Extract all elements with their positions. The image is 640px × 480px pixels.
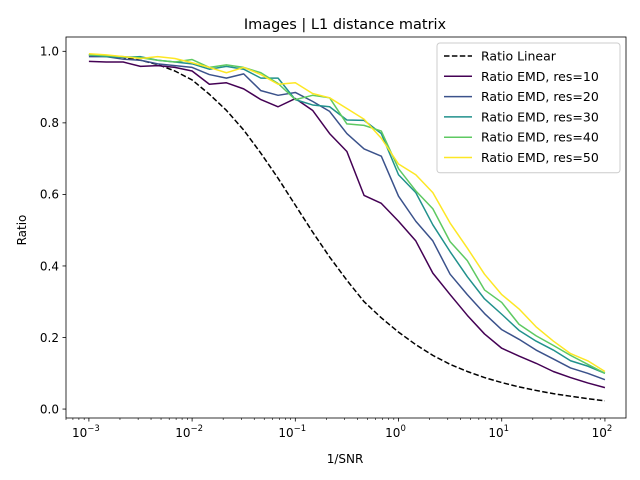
legend-label-4: Ratio EMD, res=40 [481, 130, 599, 145]
legend-label-3: Ratio EMD, res=30 [481, 109, 599, 124]
series-line-2 [88, 55, 606, 381]
x-tick-label-3: 100 [385, 424, 406, 440]
legend-label-0: Ratio Linear [481, 49, 557, 64]
y-axis-title: Ratio [15, 215, 29, 246]
legend-label-2: Ratio EMD, res=20 [481, 89, 599, 104]
legend-box [436, 42, 621, 174]
axes: 10−3 10−2 10−1 100 101 102 0.0 0.2 0.4 0.6 0.8 1.0 [40, 36, 627, 440]
chart-title: Images | L1 distance matrix [244, 17, 447, 33]
y-tick-label-3: 0.6 [40, 188, 59, 202]
legend-label-1: Ratio EMD, res=10 [481, 69, 599, 84]
y-tick-label-4: 0.8 [40, 116, 59, 130]
plot-area [88, 53, 606, 402]
x-tick-label-5: 102 [592, 424, 613, 440]
axes-frame [65, 36, 627, 419]
y-tick-label-5: 1.0 [40, 45, 59, 59]
series-line-5 [88, 53, 606, 373]
y-tick-label-1: 0.2 [40, 331, 59, 345]
x-tick-label-4: 101 [488, 424, 509, 440]
series-line-0 [88, 54, 606, 402]
legend: Ratio Linear Ratio EMD, res=10 Ratio EMD, … [436, 42, 621, 174]
series-line-4 [88, 54, 606, 374]
series-line-1 [88, 60, 606, 389]
x-tick-label-2: 10−1 [278, 424, 306, 440]
y-tick-label-2: 0.4 [40, 259, 59, 273]
y-tick-label-0: 0.0 [40, 402, 59, 416]
x-tick-label-1: 10−2 [175, 424, 203, 440]
x-tick-label-0: 10−3 [72, 424, 100, 440]
legend-label-5: Ratio EMD, res=50 [481, 150, 599, 165]
x-axis-title: 1/SNR [327, 452, 364, 466]
